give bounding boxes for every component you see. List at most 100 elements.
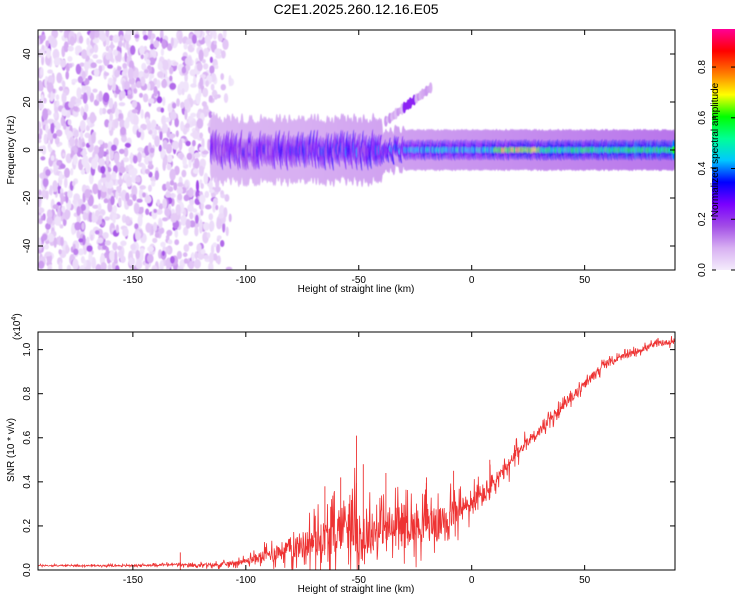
heat-cell-1137 — [45, 222, 51, 230]
heat-cell-1095 — [127, 89, 132, 96]
heat-cell-167 — [119, 119, 126, 129]
heat-cell-1202 — [133, 203, 140, 214]
heat-cell-1293 — [100, 177, 107, 183]
colorbar-gradient — [712, 29, 735, 270]
heat-cell-1309 — [104, 240, 111, 246]
heat-cell-1355 — [127, 67, 134, 80]
heat-cell-595 — [92, 183, 99, 195]
heat-cell-986 — [90, 62, 97, 69]
heat-cell-625 — [208, 189, 215, 194]
heat-cell-1236 — [150, 119, 157, 131]
heat-cell-1224 — [209, 220, 215, 232]
heat-cell-1311 — [155, 125, 161, 130]
heat-cell-1093 — [38, 120, 41, 131]
heat-cell-1327 — [67, 189, 73, 199]
heat-cell-1338 — [216, 218, 223, 230]
heat-cell-1051 — [198, 87, 202, 99]
heat-cell-464 — [193, 100, 197, 105]
snr-y-tick-label-4: 0.8 — [22, 386, 33, 400]
heat-cell-526 — [80, 168, 86, 175]
heat-cell-1373 — [89, 48, 95, 54]
spectrogram-y-axis: -40 -20 0 20 40 — [22, 48, 675, 253]
colorbar-tick-label-3: 0.6 — [697, 110, 708, 124]
spectrogram-x-label: Height of straight line (km) — [298, 284, 415, 295]
heat-cell-1088 — [101, 222, 105, 226]
heat-cell-1291 — [104, 216, 110, 221]
heat-cell-1248 — [192, 139, 196, 147]
heat-cell-923 — [42, 177, 49, 188]
heat-cell-1237 — [148, 30, 153, 36]
heat-cell-675 — [52, 48, 60, 61]
heat-cell-993 — [98, 215, 103, 221]
heat-cell-1187 — [61, 205, 66, 213]
heat-cell-1279 — [67, 56, 73, 62]
heat-cell-1225 — [115, 224, 119, 234]
heat-cell-1286 — [161, 79, 168, 89]
heat-cell-1379 — [130, 243, 137, 251]
snr-y-tick-label-3: 0.6 — [22, 430, 33, 444]
heat-cell-797 — [193, 152, 201, 158]
heat-cell-861 — [158, 227, 165, 235]
heat-cell-743 — [60, 59, 67, 68]
heat-cell-846 — [150, 225, 154, 236]
heat-cell-1388 — [105, 52, 111, 61]
heat-cell-975 — [109, 250, 116, 262]
heat-cell-1385 — [125, 30, 132, 35]
heat-cell-902 — [43, 133, 48, 144]
heat-cell-17 — [95, 263, 102, 270]
heat-cell-10 — [141, 62, 147, 71]
heat-cell-364 — [75, 63, 82, 75]
heat-cell-1357 — [170, 213, 178, 223]
heat-cell-1192 — [81, 157, 89, 167]
heat-cell-1115 — [117, 250, 124, 259]
heat-cell-1108 — [107, 64, 113, 69]
heat-cell-1216 — [122, 80, 125, 91]
heat-cell-713 — [71, 224, 76, 236]
heat-cell-1268 — [180, 101, 185, 109]
heat-cell-1140 — [188, 261, 195, 270]
heat-cell-870 — [140, 76, 146, 87]
heat-cell-721 — [147, 98, 155, 104]
heat-cell-1033 — [165, 181, 171, 190]
heat-cell-766 — [56, 100, 60, 109]
heat-cell-1198 — [180, 214, 187, 226]
heat-cell-1381 — [198, 165, 204, 177]
heat-cell-150 — [221, 50, 226, 59]
heat-cell-1069 — [142, 93, 149, 103]
heat-cell-320 — [104, 119, 110, 128]
colorbar-tick-label-2: 0.4 — [697, 161, 708, 175]
heat-cell-1125 — [79, 130, 84, 140]
heat-cell-1053 — [190, 112, 197, 118]
heat-cell-1403 — [135, 230, 141, 241]
heat-cell-52 — [62, 218, 67, 227]
heat-cell-1374 — [47, 110, 52, 116]
heat-cell-1284 — [135, 259, 143, 270]
heat-cell-1370 — [69, 35, 75, 46]
heat-cell-954 — [112, 205, 118, 213]
heat-cell-1308 — [144, 69, 149, 74]
spectrogram-panel: -150 -100 -50 0 50 -40 -20 0 20 40 Height of str… — [6, 29, 676, 295]
heat-cell-1055 — [100, 32, 107, 42]
spectrogram-y-tick-label-1: -20 — [22, 190, 33, 205]
heat-cell-1336 — [215, 54, 222, 59]
heat-cell-1203 — [67, 45, 74, 52]
colorbar-tick-label-1: 0.2 — [697, 212, 708, 226]
heat-cell-1227 — [46, 216, 53, 225]
heat-cell-1387 — [40, 215, 44, 221]
heat-cell-1334 — [82, 211, 88, 221]
heat-cell-1107 — [102, 232, 109, 239]
heat-cell-1285 — [68, 63, 73, 69]
heat-cell-103 — [208, 262, 214, 270]
heat-cell-1361 — [185, 123, 190, 129]
heat-cell-893 — [192, 130, 199, 140]
heat-cell-594 — [59, 224, 64, 229]
spectrogram-x-tick-label-0: -150 — [123, 275, 143, 286]
heat-cell-1155 — [132, 194, 137, 202]
heat-cell-724 — [74, 221, 82, 231]
heat-cell-920 — [54, 106, 59, 113]
heat-cell-812 — [186, 152, 193, 160]
heat-cell-981 — [195, 180, 200, 192]
heat-cell-510 — [43, 244, 50, 250]
heat-cell-1127 — [208, 95, 213, 103]
heat-cell-1341 — [180, 121, 185, 132]
